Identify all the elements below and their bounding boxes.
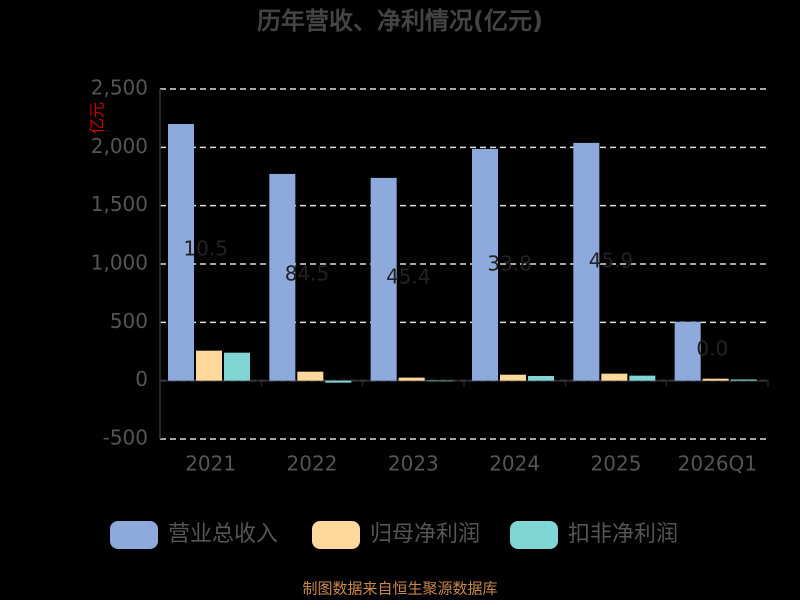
x-tick-label: 2024	[489, 452, 540, 476]
annotation: 84.5	[285, 262, 330, 286]
bar	[269, 173, 296, 381]
legend-label: 扣非净利润	[568, 522, 678, 547]
annotation: 45.9	[589, 249, 634, 273]
legend-swatch	[510, 521, 558, 549]
bar	[325, 380, 352, 383]
y-tick-label: -500	[103, 426, 148, 450]
bar	[674, 321, 701, 381]
bar	[297, 371, 324, 381]
bar	[398, 377, 425, 381]
y-tick-label: 2,500	[91, 76, 148, 100]
y-tick-label: 2,000	[91, 134, 148, 158]
bar	[224, 352, 250, 381]
bar	[730, 379, 757, 381]
legend-swatch	[312, 521, 360, 549]
bar	[601, 373, 628, 381]
y-tick-label: 1,000	[91, 251, 148, 275]
bar	[168, 124, 194, 381]
bar	[702, 378, 729, 381]
legend-label: 营业总收入	[168, 522, 278, 547]
annotation: 0.0	[696, 337, 728, 361]
annotation: 45.4	[386, 265, 431, 289]
chart-title: 历年营收、净利情况(亿元)	[257, 7, 543, 35]
bar	[196, 350, 222, 381]
x-tick-label: 2026Q1	[678, 452, 757, 476]
bar	[472, 148, 498, 381]
x-tick-label: 2023	[388, 452, 439, 476]
y-tick-label: 0	[135, 367, 148, 391]
bar	[426, 380, 453, 382]
y-tick-label: 500	[110, 309, 148, 333]
y-axis-label: 亿元	[88, 102, 107, 134]
x-tick-label: 2025	[591, 452, 642, 476]
legend-label: 归母净利润	[370, 522, 480, 547]
x-tick-label: 2021	[185, 452, 236, 476]
y-tick-label: 1,500	[91, 192, 148, 216]
bar	[370, 177, 397, 381]
bar	[528, 376, 554, 381]
annotation: 33.8	[487, 252, 532, 276]
footer: 制图数据来自恒生聚源数据库	[302, 580, 497, 598]
legend-swatch	[110, 521, 158, 549]
bar	[500, 374, 526, 381]
x-tick-label: 2022	[287, 452, 338, 476]
bar	[573, 142, 600, 381]
annotation: 10.5	[183, 237, 228, 261]
bar	[629, 375, 656, 381]
